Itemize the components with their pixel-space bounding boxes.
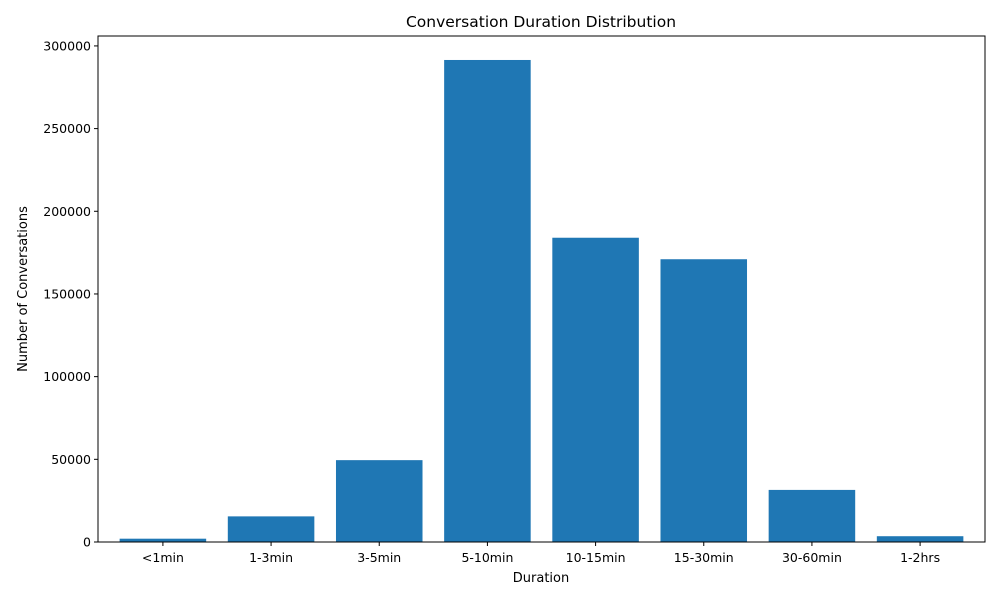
bar-3 bbox=[444, 59, 531, 543]
y-tick-label: 50000 bbox=[51, 452, 91, 467]
bar-1 bbox=[227, 516, 315, 542]
bar-6 bbox=[768, 489, 856, 542]
bar-0 bbox=[119, 538, 207, 542]
x-tick-label: 30-60min bbox=[782, 550, 842, 565]
x-tick-label: 1-2hrs bbox=[900, 550, 940, 565]
bars-group bbox=[119, 59, 964, 543]
x-tick-label: 5-10min bbox=[461, 550, 513, 565]
y-tick-label: 150000 bbox=[43, 286, 91, 301]
y-axis-label: Number of Conversations bbox=[16, 206, 31, 372]
plot-frame bbox=[97, 35, 986, 543]
x-axis-label: Duration bbox=[513, 571, 569, 586]
y-tick-label: 300000 bbox=[43, 38, 91, 53]
x-tick-label: 15-30min bbox=[674, 550, 734, 565]
y-tick-label: 200000 bbox=[43, 204, 91, 219]
bar-7 bbox=[876, 536, 964, 542]
x-tick-label: 10-15min bbox=[566, 550, 626, 565]
bar-4 bbox=[552, 237, 639, 542]
bar-2 bbox=[335, 460, 423, 542]
x-tick-label: <1min bbox=[142, 550, 184, 565]
bar-5 bbox=[660, 259, 748, 542]
chart-title: Conversation Duration Distribution bbox=[406, 13, 676, 31]
y-tick-label: 0 bbox=[83, 535, 91, 550]
x-tick-label: 3-5min bbox=[357, 550, 401, 565]
x-axis-ticks: <1min 1-3min 3-5min 5-10min 10-15min 15-30min… bbox=[142, 542, 940, 565]
y-axis-ticks: 0 50000 100000 150000 200000 250000 300000 bbox=[43, 38, 98, 550]
y-tick-label: 100000 bbox=[43, 369, 91, 384]
x-tick-label: 1-3min bbox=[249, 550, 293, 565]
y-tick-label: 250000 bbox=[43, 121, 91, 136]
